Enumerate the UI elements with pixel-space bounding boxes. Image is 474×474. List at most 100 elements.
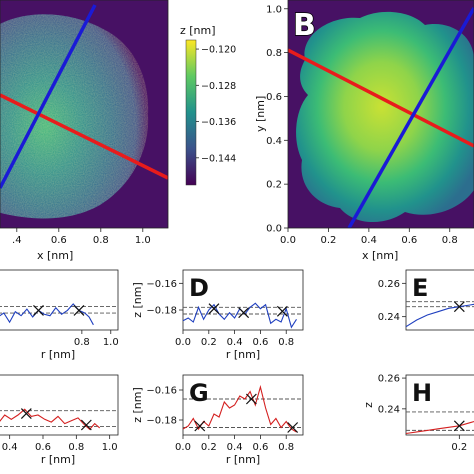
marker-stroke bbox=[73, 305, 85, 316]
panel-b-x-ticks: 0.0 0.2 0.4 0.6 0.8 bbox=[280, 228, 458, 246]
profile-panel-e: 0.26 0.24 E bbox=[378, 269, 474, 331]
panel-c-xtick-label: 1.0 bbox=[103, 337, 119, 348]
panel-h-ytick-label: 0.26 bbox=[378, 374, 400, 385]
marker-stroke bbox=[245, 393, 257, 405]
panel-a-red-line bbox=[0, 93, 168, 180]
panel-b-xlabel: x [nm] bbox=[362, 249, 398, 262]
marker-stroke bbox=[453, 301, 465, 313]
panel-g-ylabel: z [nm] bbox=[131, 387, 144, 423]
panel-b-xtick-label: 0.0 bbox=[280, 235, 296, 246]
profile-panel-f: 0.4 0.6 0.8 1.0 r [nm] bbox=[0, 374, 119, 466]
panel-d-xlabel: r [nm] bbox=[226, 348, 260, 361]
panel-d-xtick-label: 0.6 bbox=[252, 337, 268, 348]
panel-g-label: G bbox=[189, 379, 209, 407]
panel-g-ytick-label: −0.16 bbox=[146, 386, 177, 397]
profile-panel-h: 0.2 0.26 0.24z H bbox=[362, 374, 474, 453]
profile-panel-c: 0.8 1.0 r [nm] bbox=[0, 269, 119, 361]
colorbar-ticks: −0.120 −0.128 −0.136 −0.144 bbox=[196, 45, 236, 164]
panel-g-xtick-label: 0.6 bbox=[252, 442, 268, 453]
panel-g-xtick-label: 0.0 bbox=[175, 442, 191, 453]
colorbar-gradient bbox=[185, 39, 197, 186]
marker-stroke bbox=[453, 420, 465, 432]
panel-g-x-marker bbox=[245, 393, 257, 405]
panel-d-x-marker bbox=[276, 305, 288, 317]
panel-a-xlabel: x [nm] bbox=[37, 249, 73, 262]
panel-a-x-ticks: .4 0.6 0.8 1.0 bbox=[12, 228, 151, 246]
panel-d-label: D bbox=[189, 274, 209, 302]
panel-g-xtick-label: 0.4 bbox=[227, 442, 243, 453]
panel-a-xtick-label: 0.6 bbox=[51, 235, 67, 246]
panel-b-xtick-label: 0.6 bbox=[401, 235, 417, 246]
panel-f-xlabel: r [nm] bbox=[41, 453, 75, 466]
panel-b-y-ticks: 0.0 0.2 0.4 0.6 0.8 1.0 bbox=[266, 4, 288, 235]
panel-e-ytick-label: 0.24 bbox=[378, 312, 400, 323]
panel-b-blue-line bbox=[347, 7, 474, 228]
marker-stroke bbox=[194, 420, 206, 432]
panel-b-ytick-label: 0.2 bbox=[266, 180, 282, 191]
panel-b-ytick-label: 0.6 bbox=[266, 92, 282, 103]
panel-a-xtick-label: 1.0 bbox=[135, 235, 151, 246]
panel-h-ytick-label: 0.24 bbox=[378, 404, 400, 415]
panel-a: .4 0.6 0.8 1.0 x [nm] bbox=[0, 0, 169, 262]
panel-f-xtick-label: 1.0 bbox=[102, 442, 118, 453]
profile-panel-g: 0.0 0.2 0.4 0.6 0.8 −0.16 −0.18 r [nm] z [nm] G bbox=[131, 374, 304, 466]
panel-h-x-marker bbox=[453, 420, 465, 432]
marker-stroke bbox=[208, 303, 220, 315]
panel-a-xtick-label: 0.8 bbox=[93, 235, 109, 246]
panel-f-frame bbox=[0, 374, 119, 436]
panel-b-ytick-label: 1.0 bbox=[266, 4, 282, 15]
panel-c-x-marker bbox=[73, 305, 85, 316]
panel-f-x-marker bbox=[80, 419, 92, 431]
panel-b-label: B bbox=[293, 8, 316, 43]
marker-stroke bbox=[33, 305, 44, 316]
panel-e-label: E bbox=[412, 274, 428, 302]
profile-panel-d: 0.0 0.2 0.4 0.6 0.8 −0.16 −0.18 r [nm] z [nm] D bbox=[131, 269, 304, 361]
panel-d-xtick-label: 0.4 bbox=[227, 337, 243, 348]
colorbar-tick-label: −0.144 bbox=[201, 153, 236, 164]
panel-b-frame bbox=[287, 0, 474, 229]
panel-c-xlabel: r [nm] bbox=[41, 348, 75, 361]
panel-b-ytick-label: 0.0 bbox=[266, 224, 282, 235]
panel-c-x-marker bbox=[33, 305, 44, 316]
panel-h-label: H bbox=[412, 379, 432, 407]
panel-d-ytick-label: −0.18 bbox=[146, 306, 177, 317]
panel-f-xtick-label: 0.4 bbox=[2, 442, 18, 453]
panel-d-ytick-label: −0.16 bbox=[146, 279, 177, 290]
panel-e-x-marker bbox=[453, 301, 465, 313]
colorbar-label: z [nm] bbox=[180, 24, 216, 37]
panel-b-ytick-label: 0.8 bbox=[266, 48, 282, 59]
panel-d-xtick-label: 0.0 bbox=[175, 337, 191, 348]
panel-d-ylabel: z [nm] bbox=[131, 282, 144, 318]
panel-d-x-marker bbox=[238, 307, 250, 319]
colorbar-tick-label: −0.128 bbox=[201, 81, 236, 92]
panel-d-xtick-label: 0.8 bbox=[278, 337, 294, 348]
panel-f-xtick-label: 0.6 bbox=[35, 442, 51, 453]
panel-b-ytick-label: 0.4 bbox=[266, 136, 282, 147]
panel-c-xtick-label: 0.8 bbox=[74, 337, 90, 348]
panel-b-xtick-label: 0.8 bbox=[442, 235, 458, 246]
marker-stroke bbox=[20, 408, 32, 419]
panel-d-frame bbox=[182, 269, 304, 331]
panel-g-x-marker bbox=[194, 420, 206, 432]
panel-f-profile-line bbox=[0, 408, 101, 431]
panel-b-red-line bbox=[288, 48, 474, 148]
colorbar: z [nm] −0.120 −0.128 −0.136 −0.144 bbox=[180, 24, 236, 186]
marker-stroke bbox=[238, 307, 250, 319]
marker-stroke bbox=[287, 422, 299, 433]
panel-f-x-marker bbox=[20, 408, 32, 419]
panel-b-xtick-label: 0.4 bbox=[361, 235, 377, 246]
panel-a-frame bbox=[0, 0, 169, 229]
panel-h-profile-line bbox=[405, 420, 474, 435]
profile-panels: 0.8 1.0 r [nm] 0.0 0.2 0.4 0.6 0.8 −0.16 −0.18 r [… bbox=[0, 269, 474, 466]
panel-e-profile-line bbox=[405, 303, 474, 328]
panel-g-ytick-label: −0.18 bbox=[146, 416, 177, 427]
marker-stroke bbox=[276, 305, 288, 317]
panel-f-xtick-label: 0.8 bbox=[68, 442, 84, 453]
panel-a-noise-texture bbox=[0, 14, 149, 219]
panel-d-x-marker bbox=[208, 303, 220, 315]
panel-b-xtick-label: 0.2 bbox=[320, 235, 336, 246]
panel-g-x-marker bbox=[287, 422, 299, 433]
panel-a-blue-line bbox=[0, 4, 97, 189]
marker-stroke bbox=[80, 419, 92, 431]
